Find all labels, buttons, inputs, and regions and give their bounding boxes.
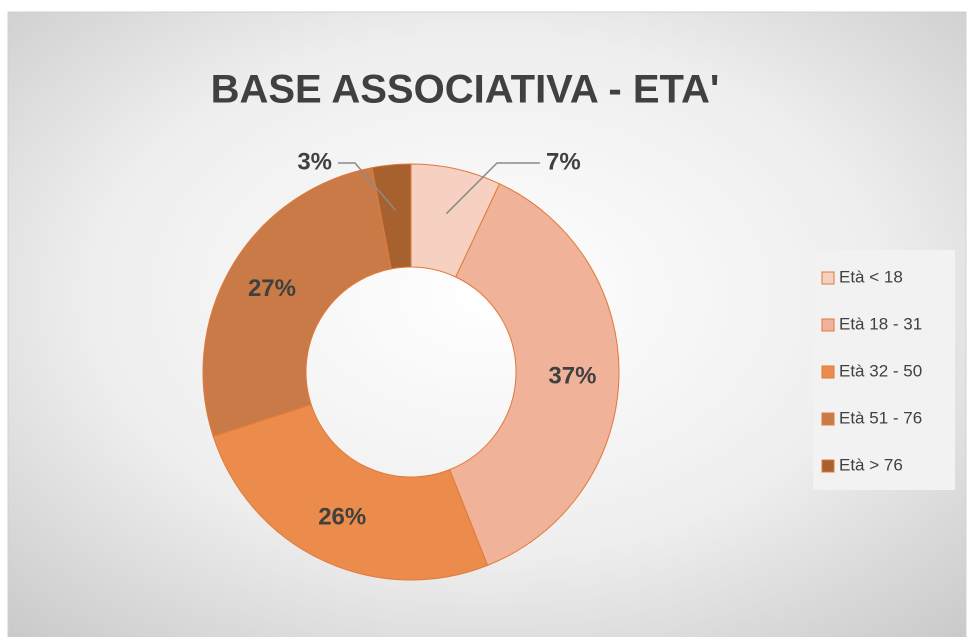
donut-slice [371, 163, 412, 270]
legend-swatch [821, 271, 835, 285]
data-label: 27% [248, 275, 296, 302]
legend-label: Età 32 - 50 [839, 361, 922, 380]
data-label: 7% [546, 148, 581, 175]
legend-label: Età < 18 [839, 267, 903, 286]
donut-slice [449, 183, 620, 567]
legend-swatch [821, 318, 835, 332]
data-label: 3% [297, 148, 332, 175]
legend-swatch [821, 412, 835, 426]
legend-label: Età > 76 [839, 455, 903, 474]
chart-title: BASE ASSOCIATIVA - ETA' [211, 68, 720, 112]
legend-swatch [821, 459, 835, 473]
leader-line [338, 162, 397, 211]
legend-box [813, 250, 955, 490]
data-label: 37% [548, 362, 596, 389]
donut-slice [202, 167, 392, 437]
data-label: 26% [318, 503, 366, 530]
donut-slice [212, 403, 489, 581]
leader-line [445, 162, 540, 215]
legend-label: Età 51 - 76 [839, 408, 922, 427]
legend-swatch [821, 365, 835, 379]
legend-label: Età 18 - 31 [839, 314, 922, 333]
